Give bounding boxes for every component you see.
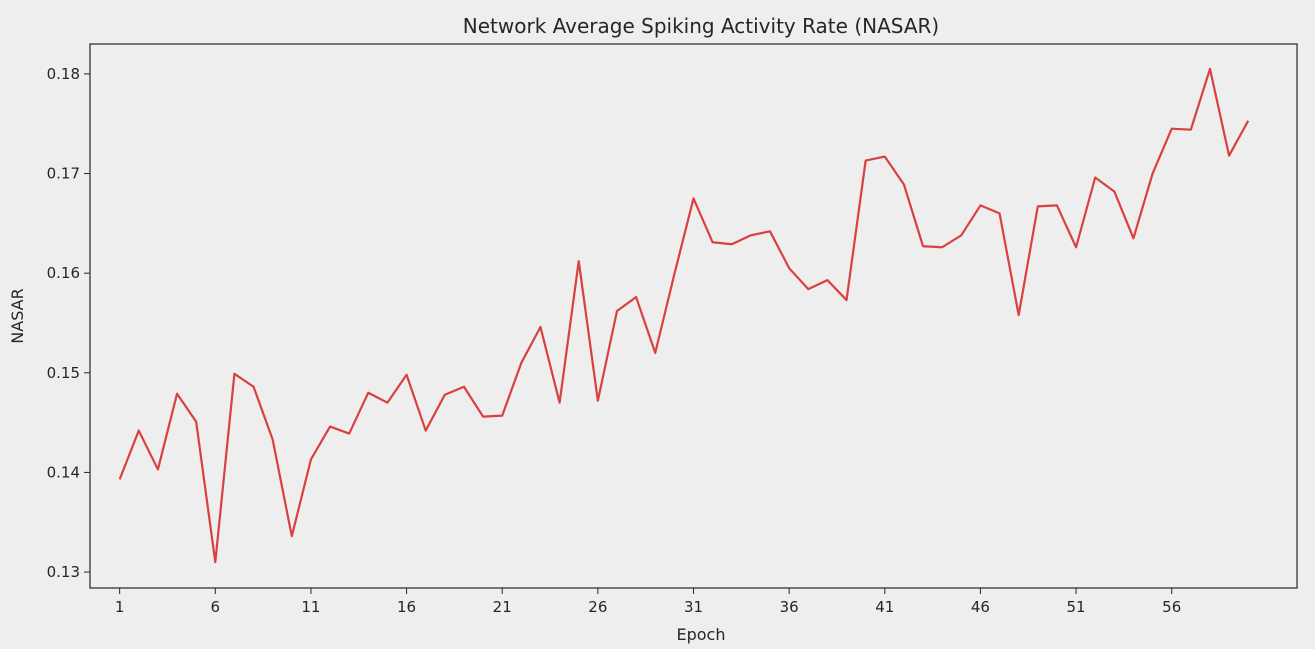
x-tick-label: 6 — [211, 598, 221, 616]
x-tick-label: 51 — [1067, 598, 1086, 616]
chart-title: Network Average Spiking Activity Rate (N… — [463, 14, 939, 38]
x-tick-label: 46 — [971, 598, 990, 616]
x-tick-label: 21 — [493, 598, 512, 616]
x-tick-label: 1 — [115, 598, 125, 616]
y-tick-label: 0.17 — [47, 165, 80, 183]
series-line — [118, 67, 1250, 564]
x-tick-label: 56 — [1162, 598, 1181, 616]
x-axis-label: Epoch — [677, 625, 726, 644]
x-tick-label: 26 — [588, 598, 607, 616]
y-tick-label: 0.13 — [47, 563, 80, 581]
x-tick-label: 16 — [397, 598, 416, 616]
y-tick-label: 0.15 — [47, 364, 80, 382]
y-tick-label: 0.16 — [47, 264, 80, 282]
x-tick-label: 41 — [875, 598, 894, 616]
y-tick-label: 0.14 — [47, 463, 80, 481]
y-tick-label: 0.18 — [47, 65, 80, 83]
x-tick-label: 31 — [684, 598, 703, 616]
plot-area: 1 6 11 16 21 26 31 36 41 46 51 560.130.140.150.160.… — [47, 43, 1298, 616]
x-tick-label: 11 — [301, 598, 320, 616]
x-tick-label: 36 — [780, 598, 799, 616]
y-axis-label: NASAR — [8, 288, 27, 343]
